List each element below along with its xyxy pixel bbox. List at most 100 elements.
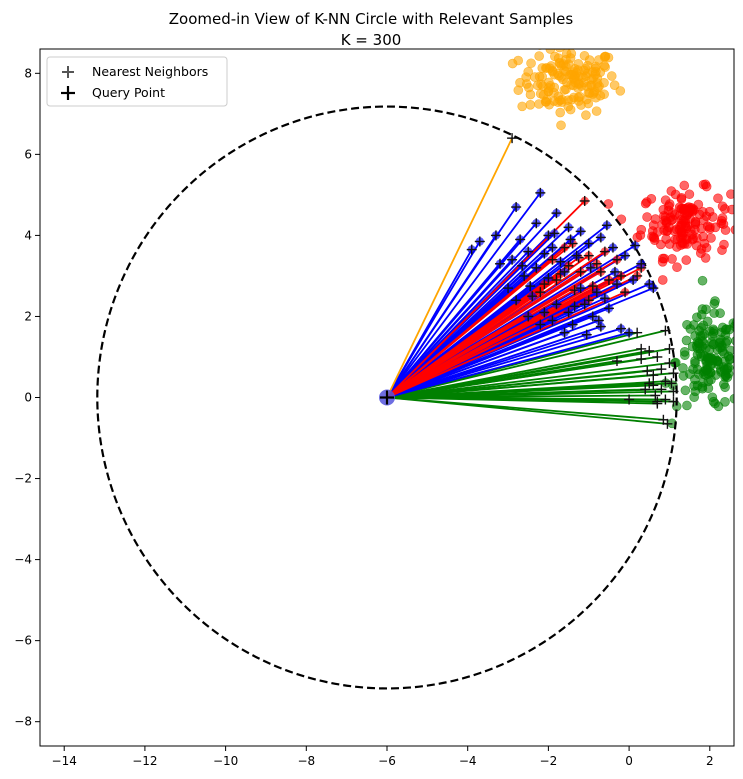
cluster-point — [573, 79, 584, 90]
neighbor-marker — [466, 244, 477, 255]
x-tick-label: −12 — [132, 754, 157, 768]
cluster-point — [591, 106, 602, 116]
cluster-point — [725, 345, 734, 356]
neighbor-marker — [666, 378, 677, 389]
neighbor-line — [386, 263, 598, 399]
neighbor-line — [386, 333, 587, 399]
cluster-point — [681, 255, 692, 265]
neighbor-marker — [640, 384, 651, 395]
cluster-point — [648, 220, 659, 230]
cluster-point — [720, 204, 730, 214]
cluster-point — [636, 224, 647, 235]
neighbor-marker — [630, 240, 641, 251]
cluster-point — [555, 107, 566, 118]
cluster-point — [682, 319, 692, 330]
neighbor-marker — [662, 418, 673, 429]
neighbor-marker — [636, 343, 647, 354]
neighbor-marker — [551, 208, 562, 219]
cluster-point — [530, 72, 540, 82]
cluster-point — [526, 58, 536, 69]
cluster-point — [581, 110, 591, 120]
neighbor-marker — [535, 287, 546, 298]
neighbor-marker — [668, 386, 679, 397]
legend-label-nearest-neighbors: Nearest Neighbors — [92, 64, 208, 79]
neighbor-line — [386, 137, 513, 398]
neighbor-marker — [547, 254, 558, 265]
cluster-point — [672, 262, 682, 273]
neighbor-marker — [563, 307, 574, 318]
neighbor-marker — [579, 195, 590, 206]
neighbor-marker — [539, 307, 550, 318]
neighbor-marker — [603, 274, 614, 285]
cluster-point — [568, 73, 579, 83]
neighbor-marker — [628, 274, 639, 285]
neighbor-marker — [652, 398, 663, 409]
neighbor-marker — [656, 364, 667, 375]
neighbor-marker — [632, 327, 643, 338]
neighbor-marker — [648, 380, 659, 391]
cluster-point — [708, 396, 719, 407]
cluster-point — [731, 336, 734, 346]
cluster-point — [710, 370, 721, 380]
neighbor-marker — [668, 396, 679, 407]
neighbor-marker — [668, 368, 679, 379]
cluster-point — [709, 308, 720, 318]
neighbor-marker — [648, 283, 659, 294]
cluster-point — [690, 356, 700, 366]
neighbor-marker — [517, 260, 528, 271]
cluster-point — [549, 35, 558, 44]
cluster-point — [541, 97, 551, 107]
cluster-point — [666, 186, 677, 196]
cluster-point — [662, 225, 673, 236]
neighbor-marker — [595, 266, 606, 277]
neighbor-marker — [609, 266, 620, 277]
y-tick-label: −6 — [14, 634, 32, 648]
neighbor-line — [386, 360, 618, 399]
cluster-point — [558, 59, 569, 69]
cluster-point — [554, 49, 565, 53]
cluster-point — [600, 51, 611, 62]
neighbor-line — [386, 234, 497, 399]
neighbor-marker — [624, 394, 635, 405]
cluster-point — [507, 58, 518, 69]
cluster-point — [537, 49, 543, 50]
legend: Nearest Neighbors Query Point — [46, 56, 228, 107]
cluster-point — [697, 275, 708, 286]
cluster-point — [694, 326, 705, 336]
neighbor-marker — [585, 262, 596, 273]
y-tick-label: 8 — [24, 66, 32, 80]
cluster-point — [720, 397, 730, 407]
neighbor-marker — [636, 354, 647, 365]
neighbor-marker — [559, 266, 570, 277]
neighbor-marker — [575, 266, 586, 277]
neighbor-marker — [664, 358, 675, 369]
cluster-point — [726, 189, 734, 199]
cluster-point — [687, 341, 698, 352]
neighbor-marker — [494, 258, 505, 269]
neighbor-marker — [551, 299, 562, 310]
neighbor-line — [386, 291, 626, 399]
cluster-point — [615, 86, 626, 96]
cluster-point — [690, 374, 700, 385]
neighbor-line — [386, 396, 674, 403]
neighbor-marker — [559, 327, 570, 338]
x-tick-label: −10 — [213, 754, 238, 768]
neighbor-marker — [515, 234, 526, 245]
neighbor-marker — [474, 236, 485, 247]
neighbor-marker — [535, 187, 546, 198]
neighbor-marker — [611, 254, 622, 265]
cluster-point — [549, 69, 560, 80]
legend-box — [46, 56, 228, 107]
neighbor-marker — [525, 281, 536, 292]
legend-nearest-neighbors-icon — [62, 66, 74, 78]
cluster-point — [677, 237, 687, 248]
cluster-point — [717, 245, 727, 255]
neighbor-marker — [583, 250, 594, 261]
neighbor-marker — [601, 220, 612, 231]
cluster-point — [701, 181, 712, 192]
neighbor-marker — [547, 242, 558, 253]
neighbor-marker — [511, 295, 522, 306]
cluster-point — [609, 80, 620, 90]
x-tick-label: −2 — [540, 754, 558, 768]
